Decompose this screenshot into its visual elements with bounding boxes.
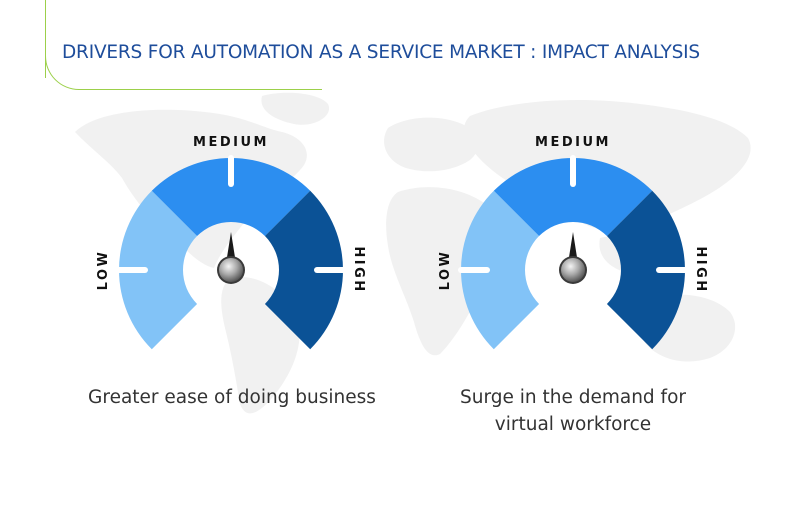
gauge-label-medium: MEDIUM — [193, 135, 269, 150]
gauge-label-medium: MEDIUM — [535, 135, 611, 150]
gauge-segment-high — [606, 190, 685, 350]
page-title: DRIVERS FOR AUTOMATION AS A SERVICE MARK… — [62, 42, 700, 63]
gauge-tick-high — [656, 267, 688, 273]
gauge-caption: Surge in the demand for virtual workforc… — [459, 387, 686, 435]
gauge-label-low: LOW — [438, 250, 453, 291]
gauge-segment-high — [264, 190, 343, 350]
gauge-tick-medium — [228, 155, 234, 187]
gauge-label-low: LOW — [96, 250, 111, 291]
gauge-tick-low — [116, 267, 148, 273]
gauge-tick-high — [314, 267, 346, 273]
europe-shape — [384, 117, 479, 172]
greenland-shape — [261, 92, 330, 125]
gauge-label-high: HIGH — [351, 246, 366, 293]
frame-accent-horizontal — [78, 89, 322, 90]
impact-gauge: LOW MEDIUM HIGH — [96, 135, 366, 350]
impact-gauge: LOW MEDIUM HIGH — [438, 135, 708, 350]
gauge-tick-low — [458, 267, 490, 273]
gauge-knob-face — [561, 258, 585, 282]
gauge-label-high: HIGH — [693, 246, 708, 293]
gauge-segment-medium — [493, 158, 653, 237]
gauge-tick-medium — [570, 155, 576, 187]
gauge-segment-medium — [151, 158, 311, 237]
frame-accent-vertical — [45, 0, 46, 78]
gauge-dial-knob — [217, 256, 245, 284]
gauge-dial-knob — [559, 256, 587, 284]
gauge-segment-low — [461, 190, 540, 350]
gauge-caption: Greater ease of doing business — [88, 387, 376, 408]
gauge-segment-low — [119, 190, 198, 350]
gauge-knob-face — [219, 258, 243, 282]
